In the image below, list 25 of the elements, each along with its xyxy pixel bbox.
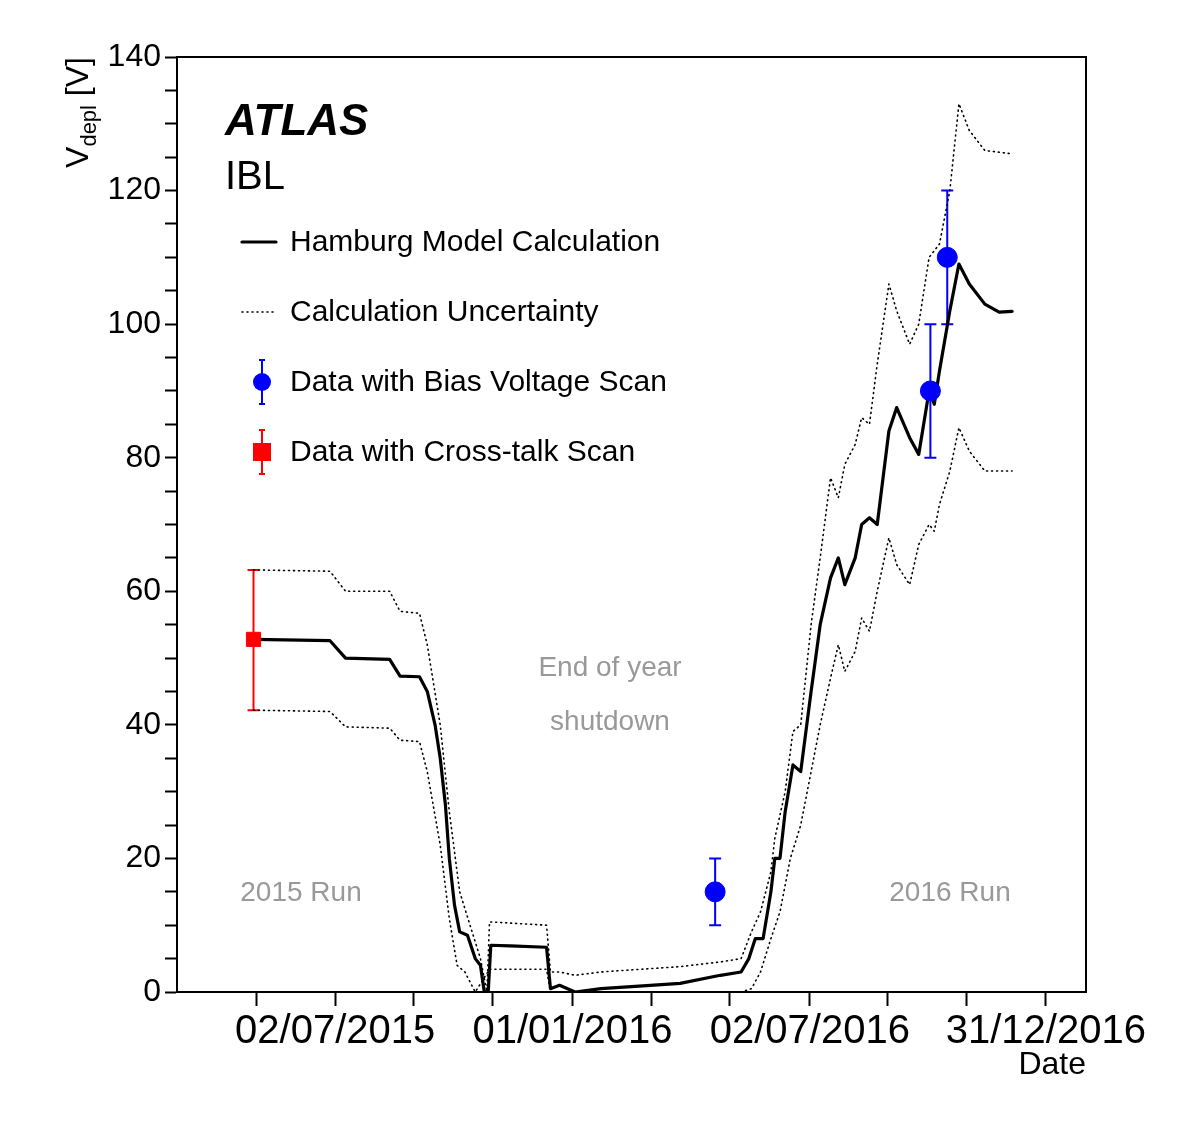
annotation: End of year shutdown [538, 651, 682, 736]
annotation: IBL [225, 153, 286, 197]
y-tick-label: 80 [125, 437, 161, 474]
x-tick-label: 01/01/2016 [472, 1007, 673, 1052]
y-axis-title: Vdepl [V] [59, 57, 101, 168]
y-tick-label: 60 [125, 571, 161, 608]
y-tick-label: 0 [143, 971, 161, 1008]
y-tick-label: 100 [107, 303, 161, 340]
annotation: ATLAS [224, 95, 369, 144]
legend-label: Data with Cross-talk Scan [290, 434, 636, 468]
y-tick-label: 40 [125, 704, 161, 741]
y-tick-label: 20 [125, 838, 161, 875]
point [919, 380, 941, 402]
legend-label: Calculation Uncertainty [290, 294, 599, 328]
point [936, 246, 958, 268]
y-tick-label: 120 [107, 170, 161, 207]
annotation: 2016 Run [889, 876, 1011, 907]
legend-label: Hamburg Model Calculation [290, 224, 661, 258]
y-tick-label: 140 [107, 36, 161, 73]
point [704, 881, 726, 903]
annotation: 2015 Run [240, 876, 362, 907]
x-tick-label: 02/07/2015 [235, 1007, 436, 1052]
x-tick-label: 02/07/2016 [709, 1007, 910, 1052]
point [245, 631, 262, 647]
legend-label: Data with Bias Voltage Scan [290, 364, 667, 398]
